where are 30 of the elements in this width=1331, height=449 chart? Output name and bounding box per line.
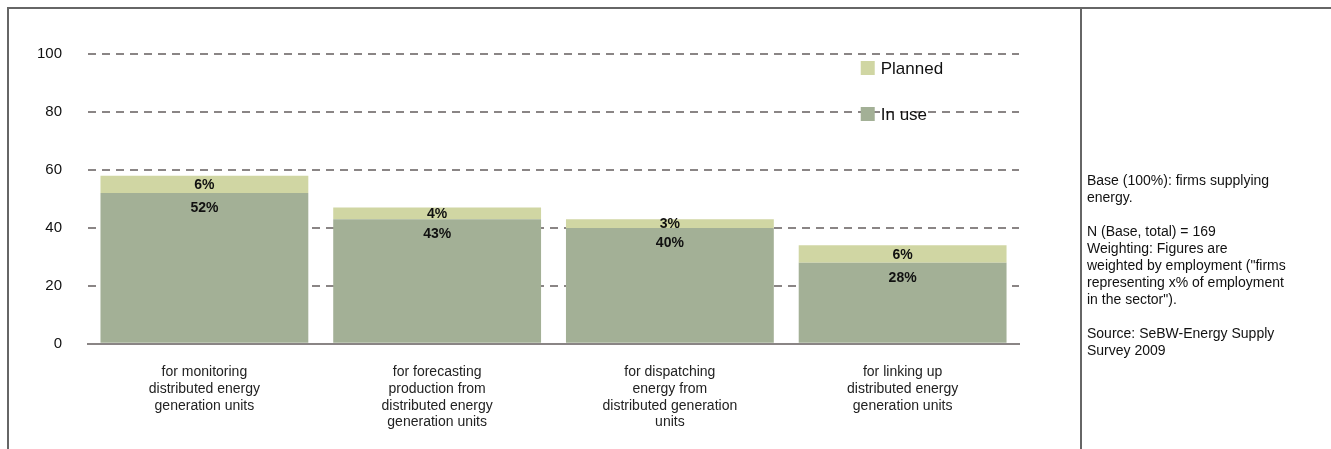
y-tick-label: 100 xyxy=(37,44,63,62)
bar xyxy=(333,219,542,343)
bar xyxy=(100,175,309,194)
y-tick-label: 80 xyxy=(45,102,63,120)
data-label: 43% xyxy=(423,225,452,242)
data-label: 28% xyxy=(888,268,918,285)
x-tick-label: for forecasting production from distributed energy generation units xyxy=(381,363,493,430)
data-label: 6% xyxy=(194,176,216,193)
legend-label: In use xyxy=(880,104,928,124)
x-tick-label: for linking up distributed energy generation units xyxy=(846,363,959,413)
text: Base (100%): firms supplying energy. xyxy=(1087,172,1271,206)
x-tick-label: for dispatching energy from distributed generation units xyxy=(602,363,738,430)
bar xyxy=(798,262,1007,343)
data-label: 52% xyxy=(190,198,219,215)
legend-label: Planned xyxy=(880,58,944,78)
y-tick-label: 60 xyxy=(45,160,63,178)
bar xyxy=(565,227,774,343)
bar xyxy=(100,193,309,343)
y-tick-label: 0 xyxy=(53,333,63,351)
bar xyxy=(798,245,1007,263)
text: N (Base, total) = 169 Weighting: Figures are weighted by employment ("firms representing x% of employment in the sector"). xyxy=(1087,223,1287,308)
data-label: 3% xyxy=(659,215,681,232)
bar xyxy=(565,219,774,228)
x-tick-label: for monitoring distributed energy generation units xyxy=(148,363,261,413)
data-label: 6% xyxy=(892,245,914,262)
data-label: 4% xyxy=(427,205,448,222)
y-tick-label: 40 xyxy=(45,218,63,236)
source-note: Source: SeBW-Energy Supply Survey 2009 xyxy=(1087,325,1276,359)
data-label: 40% xyxy=(655,233,685,250)
y-tick-label: 20 xyxy=(45,275,63,293)
